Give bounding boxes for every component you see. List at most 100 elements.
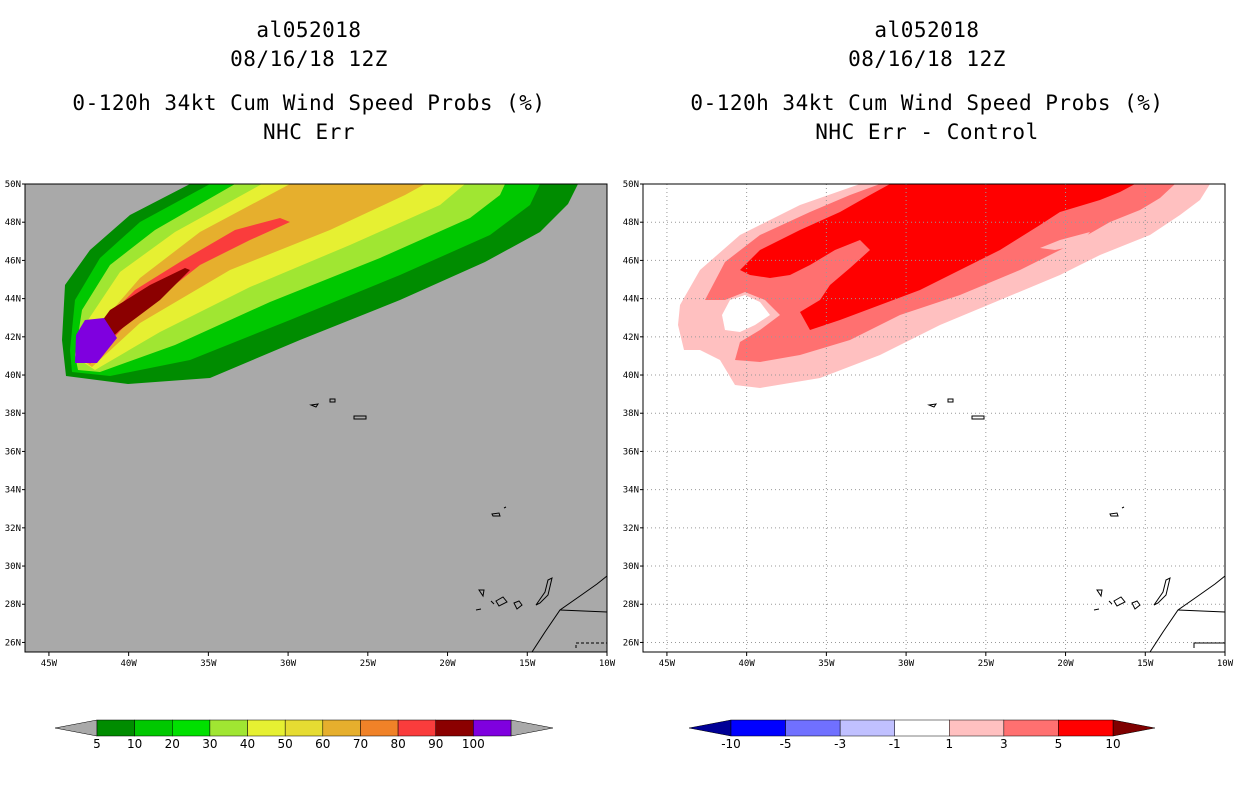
left-colorbar-label-4: 40	[240, 737, 255, 751]
right-colorbar-swatch-4	[949, 719, 1005, 737]
right-ytick-label-7: 36N	[623, 447, 639, 457]
right-azores-2	[947, 398, 954, 403]
right-xtick-label-6: 15W	[1137, 659, 1154, 669]
left-colorbar-swatch-0	[96, 719, 135, 737]
right-title-line-4: NHC Err - Control	[815, 120, 1038, 144]
left-title-line-4: NHC Err	[263, 120, 355, 144]
left-colorbar-swatch-10	[473, 719, 512, 737]
right-azores-1	[927, 403, 938, 408]
left-xtick-label-6: 15W	[519, 659, 536, 669]
left-colorbar-label-9: 90	[428, 737, 443, 751]
right-xtick-label-3: 30W	[898, 659, 915, 669]
right-axis-ticks: 45W 40W 35W 30W 25W 20W 15W 10W 50N 48N 46N 44N 42N 4…	[623, 180, 1234, 669]
right-colorbar-low-extend	[688, 719, 732, 737]
right-africa-coast	[1149, 575, 1226, 653]
left-ytick-label-4: 42N	[5, 333, 21, 343]
left-border-2	[575, 642, 607, 648]
right-colorbar-label-7: 10	[1105, 737, 1120, 751]
right-colorbar-swatch-2	[839, 719, 895, 737]
left-axis-ticks: 45W 40W 35W 30W 25W 20W 15W 10W 50N 48N 46N 44N 42N 4…	[5, 180, 616, 669]
left-xtick-label-7: 10W	[599, 659, 616, 669]
left-ytick-label-6: 38N	[5, 409, 21, 419]
right-colorbar-swatch-6	[1058, 719, 1114, 737]
left-colorbar-swatch-9	[435, 719, 474, 737]
left-contour-100	[75, 318, 117, 363]
right-border-2	[1193, 642, 1225, 648]
right-ytick-label-11: 28N	[623, 600, 639, 610]
left-contour-30	[80, 184, 465, 370]
right-xtick-label-0: 45W	[659, 659, 676, 669]
right-map-frame	[642, 183, 1226, 653]
right-xtick-label-5: 20W	[1057, 659, 1074, 669]
left-colorbar-swatch-5	[284, 719, 324, 737]
left-ytick-label-9: 32N	[5, 524, 21, 534]
right-panel: al052018 08/16/18 12Z 0-120h 34kt Cum Wi…	[623, 18, 1234, 751]
right-colorbar-label-6: 5	[1055, 737, 1063, 751]
left-coastlines	[309, 398, 608, 653]
right-title-line-1: al052018	[874, 18, 979, 42]
right-colorbar-swatch-0	[730, 719, 786, 737]
left-ytick-label-11: 28N	[5, 600, 21, 610]
left-colorbar-label-8: 80	[390, 737, 405, 751]
left-title-line-3: 0-120h 34kt Cum Wind Speed Probs (%)	[72, 91, 545, 115]
left-colorbar-swatch-3	[209, 719, 248, 737]
right-colorbar-label-4: 1	[945, 737, 953, 751]
left-madeira	[491, 506, 507, 517]
right-xtick-label-7: 10W	[1217, 659, 1234, 669]
right-title-line-2: 08/16/18 12Z	[848, 47, 1006, 71]
right-title-line-3: 0-120h 34kt Cum Wind Speed Probs (%)	[690, 91, 1163, 115]
left-colorbar-swatch-8	[397, 719, 436, 737]
left-ytick-label-5: 40N	[5, 371, 21, 381]
left-colorbar-swatch-7	[360, 719, 399, 737]
right-coastlines	[927, 398, 1226, 653]
right-colorbar-high-extend	[1112, 719, 1156, 737]
right-ytick-label-0: 50N	[623, 180, 639, 190]
left-azores-1	[309, 403, 320, 408]
right-ytick-label-4: 42N	[623, 333, 639, 343]
left-contour-80	[88, 268, 190, 360]
right-colorbar-label-0: -10	[721, 737, 741, 751]
left-ytick-label-12: 26N	[5, 638, 21, 648]
left-colorbar-label-5: 50	[278, 737, 293, 751]
right-contour-white-gap-1	[722, 295, 770, 332]
left-azores-2	[329, 398, 336, 403]
left-ytick-label-8: 34N	[5, 486, 21, 496]
right-ytick-label-6: 38N	[623, 409, 639, 419]
left-xtick-label-2: 35W	[200, 659, 217, 669]
left-colorbar-swatch-6	[322, 719, 361, 737]
right-colorbar-swatch-5	[1003, 719, 1059, 737]
left-contour-50	[85, 184, 425, 367]
left-africa-coast	[531, 575, 608, 653]
right-colorbar-label-1: -5	[780, 737, 792, 751]
left-border-1	[559, 609, 608, 613]
left-colorbar-high-extend	[510, 719, 554, 737]
right-xtick-label-4: 25W	[978, 659, 995, 669]
right-contour-5-10	[740, 184, 1135, 330]
left-title-line-1: al052018	[256, 18, 361, 42]
left-xtick-label-3: 30W	[280, 659, 297, 669]
left-colorbar-label-2: 20	[165, 737, 180, 751]
right-colorbar-swatch-1	[785, 719, 841, 737]
left-colorbar-label-6: 60	[315, 737, 330, 751]
right-ytick-label-5: 40N	[623, 371, 639, 381]
right-xtick-label-2: 35W	[818, 659, 835, 669]
right-colorbar-label-3: -1	[889, 737, 901, 751]
left-colorbar-label-3: 30	[202, 737, 217, 751]
right-ytick-label-1: 48N	[623, 218, 639, 228]
right-border-1	[1177, 609, 1226, 613]
left-ytick-label-3: 44N	[5, 295, 21, 305]
left-title-line-2: 08/16/18 12Z	[230, 47, 388, 71]
left-probability-contours	[62, 184, 578, 384]
left-xtick-label-5: 20W	[439, 659, 456, 669]
left-ytick-label-0: 50N	[5, 180, 21, 190]
right-ytick-label-3: 44N	[623, 295, 639, 305]
right-ytick-label-10: 30N	[623, 562, 639, 572]
left-xtick-label-1: 40W	[121, 659, 138, 669]
right-contour-white-gap-2	[1040, 232, 1090, 250]
left-colorbar-low-extend	[54, 719, 98, 737]
left-canaries	[475, 577, 553, 611]
left-colorbar-swatch-2	[172, 719, 211, 737]
left-colorbar-swatch-4	[247, 719, 286, 737]
left-colorbar-label-1: 10	[127, 737, 142, 751]
